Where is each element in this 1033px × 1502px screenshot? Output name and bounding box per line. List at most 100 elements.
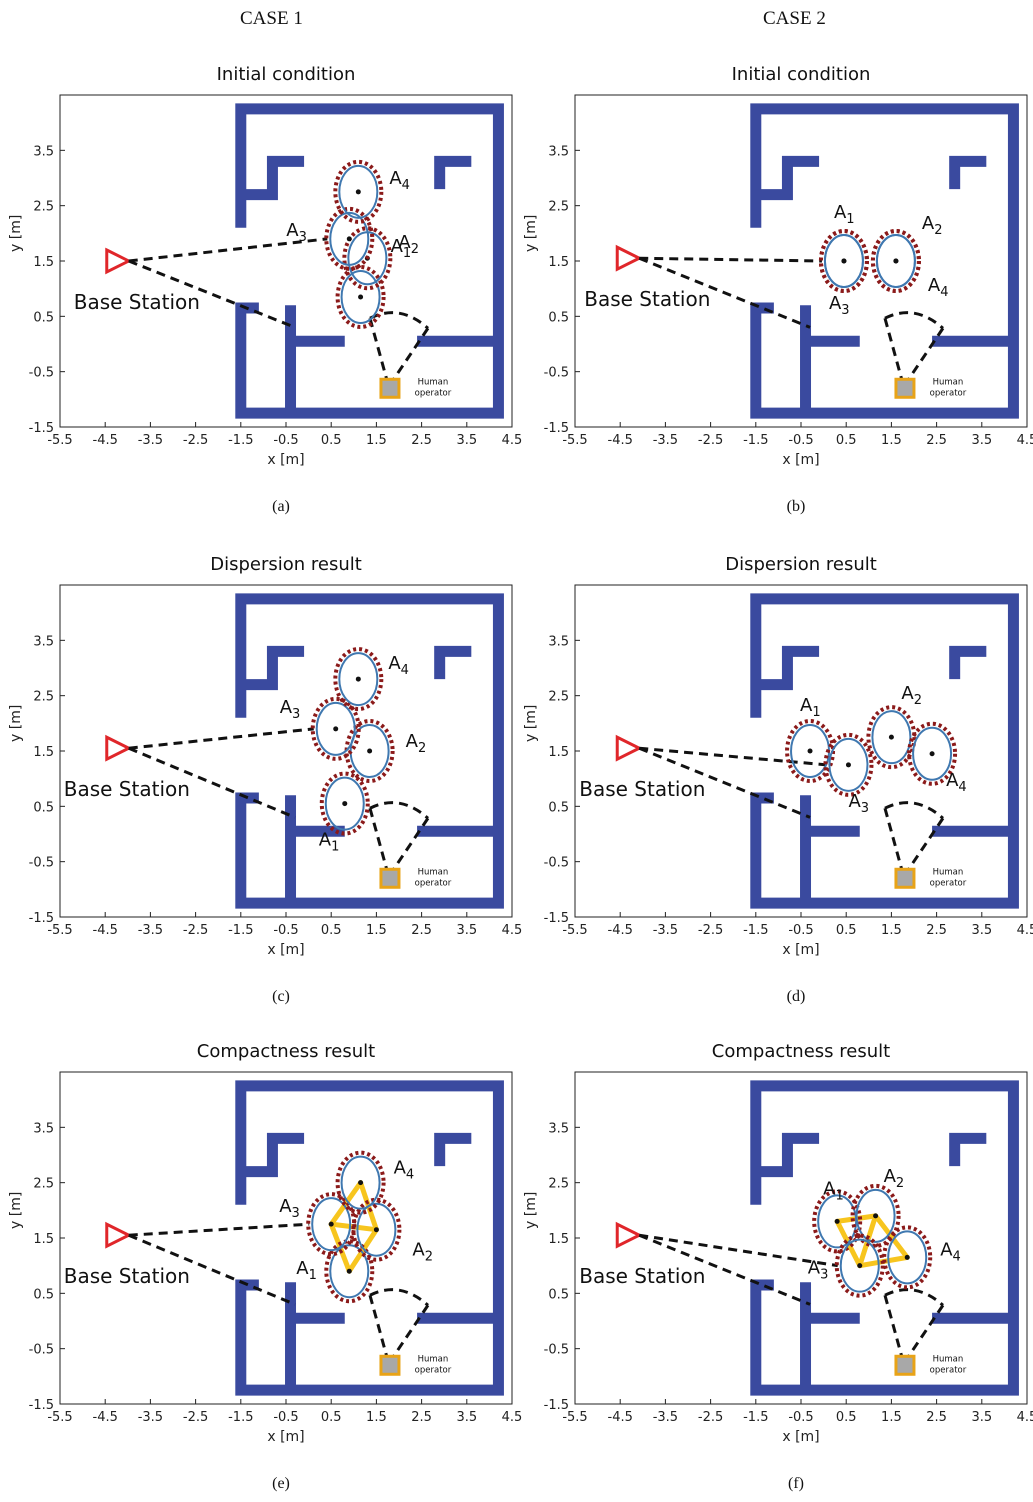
- agent-center-dot: [929, 751, 935, 757]
- x-tick-label: -0.5: [273, 923, 298, 938]
- agent-label-4: A4: [394, 1158, 415, 1183]
- operator-label-line2: operator: [415, 1365, 452, 1375]
- agent-4: [333, 159, 384, 224]
- operator-label-line2: operator: [415, 388, 452, 398]
- agent-label-2: A2: [412, 1240, 433, 1265]
- subfigure-caption: (a): [272, 498, 290, 515]
- agent-label-letter: A: [800, 695, 813, 716]
- subfigure-caption: (f): [788, 1475, 804, 1492]
- agent-label-4: A4: [388, 653, 409, 678]
- agent-range-ring: [324, 206, 375, 271]
- agent-range-ring: [812, 1189, 863, 1254]
- y-tick-label: 3.5: [33, 634, 54, 649]
- agent-label-index: 3: [841, 303, 849, 318]
- agent-body: [871, 710, 912, 765]
- x-axis-label: x [m]: [782, 452, 819, 468]
- case-1-header: CASE 1: [240, 8, 303, 29]
- agent-label-letter: A: [286, 220, 299, 241]
- x-tick-label: -3.5: [653, 1410, 678, 1425]
- operator-link-left: [883, 317, 904, 381]
- y-tick-label: -1.5: [544, 421, 569, 436]
- agent-label-letter: A: [823, 1178, 836, 1199]
- agent-link-4: [873, 1213, 910, 1260]
- agent-label-letter: A: [389, 168, 402, 189]
- comm-link-base-upper: [128, 1222, 310, 1237]
- y-tick-label: -0.5: [544, 366, 569, 381]
- agent-label-letter: A: [296, 1258, 309, 1279]
- agent-range-ring: [333, 159, 384, 224]
- x-tick-label: -1.5: [743, 923, 768, 938]
- operator-link-right: [906, 817, 945, 872]
- agent-label-index: 1: [846, 212, 854, 227]
- agent-label-index: 2: [425, 1250, 433, 1265]
- base-station-marker: [105, 1221, 133, 1249]
- chart-panel-a: Initial condition Base Station Humanoperat…: [8, 64, 522, 515]
- map-walls: [235, 593, 504, 909]
- agent-label-letter: A: [808, 1258, 821, 1279]
- comm-link-base-upper: [639, 1233, 838, 1268]
- agent-label-index: 1: [309, 1268, 317, 1283]
- wall-segment-2: [240, 1132, 305, 1178]
- agent-label-index: 1: [835, 1188, 843, 1203]
- chart-panel-d: Dispersion result Base Station Humanoperat…: [523, 554, 1033, 1005]
- agent-4: [907, 721, 958, 786]
- operator-arc: [884, 311, 944, 330]
- base-station-label: Base Station: [74, 290, 200, 314]
- agent-label-1: A1: [296, 1258, 317, 1283]
- wall-segment-3: [949, 155, 987, 190]
- agent-label-index: 3: [861, 801, 869, 816]
- agent-label-index: 2: [914, 693, 922, 708]
- agent-label-letter: A: [901, 683, 914, 704]
- agent-label-1: A1: [391, 236, 412, 261]
- human-operator-marker: [894, 867, 916, 889]
- wall-segment-1: [235, 1080, 504, 1396]
- x-tick-label: -4.5: [93, 923, 118, 938]
- x-tick-label: 0.5: [321, 1410, 342, 1425]
- agent-body: [855, 1188, 896, 1243]
- wall-segment-2: [240, 645, 305, 691]
- y-axis-label: y [m]: [523, 705, 539, 742]
- operator-label-line2: operator: [415, 878, 452, 888]
- x-tick-label: -4.5: [608, 433, 633, 448]
- comm-link-base-upper: [128, 727, 314, 750]
- agent-center-dot: [328, 1221, 334, 1227]
- x-tick-label: -2.5: [183, 1410, 208, 1425]
- agent-label-letter: A: [946, 770, 959, 791]
- x-tick-label: 1.5: [366, 433, 387, 448]
- wall-segment-2: [755, 1132, 820, 1178]
- agent-label-letter: A: [391, 236, 404, 257]
- agent-range-ring: [866, 705, 917, 770]
- map-walls: [750, 103, 1019, 419]
- x-tick-label: 3.5: [971, 923, 992, 938]
- y-axis-label: y [m]: [523, 1192, 539, 1229]
- agent-center-dot: [841, 258, 847, 264]
- agent-label-3: A3: [286, 220, 307, 245]
- wall-segment-2: [755, 155, 820, 201]
- x-tick-label: -1.5: [228, 923, 253, 938]
- x-tick-label: -5.5: [562, 923, 587, 938]
- agent-label-letter: A: [412, 1240, 425, 1261]
- y-tick-label: -1.5: [544, 911, 569, 926]
- y-axis-label: y [m]: [523, 215, 539, 252]
- agent-center-dot: [873, 1213, 879, 1219]
- agent-label-letter: A: [928, 275, 941, 296]
- agent-range-ring: [907, 721, 958, 786]
- agent-body: [311, 1197, 352, 1252]
- comm-link-base-upper: [128, 237, 328, 263]
- agent-center-dot: [857, 1263, 863, 1269]
- agent-range-ring: [342, 226, 393, 291]
- agent-label-index: 3: [299, 230, 307, 245]
- x-tick-label: -0.5: [788, 1410, 813, 1425]
- agent-2: [866, 705, 917, 770]
- operator-label-line2: operator: [930, 388, 967, 398]
- agent-center-dot: [893, 258, 899, 264]
- subfigure-caption: (b): [787, 498, 806, 515]
- x-tick-label: -3.5: [138, 433, 163, 448]
- agent-body: [912, 726, 953, 781]
- y-tick-label: 1.5: [548, 1232, 569, 1247]
- agent-label-letter: A: [398, 232, 411, 253]
- comm-link-base-lower: [128, 1233, 296, 1306]
- x-tick-label: -5.5: [562, 433, 587, 448]
- agent-center-dot: [346, 236, 352, 242]
- y-tick-label: -0.5: [544, 856, 569, 871]
